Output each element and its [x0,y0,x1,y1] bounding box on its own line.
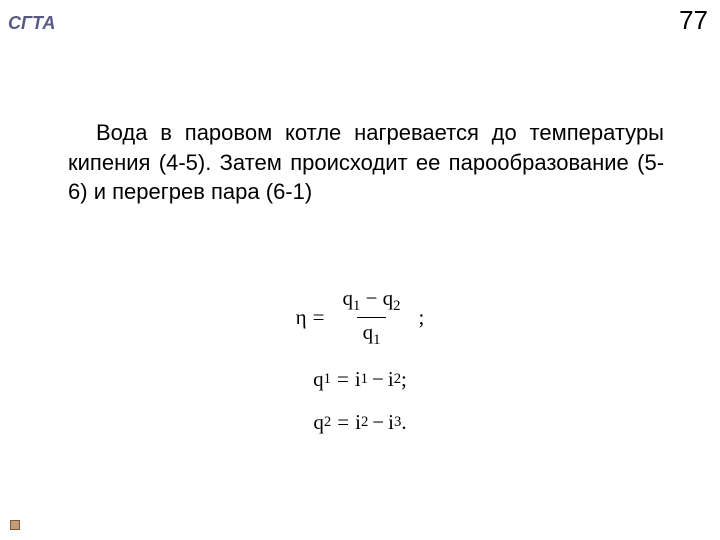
q1-tail: ; [401,367,407,392]
para-ref-45: 4-5 [166,150,198,175]
q2-minus: − [372,410,384,435]
header-left-label: СГТА [8,13,55,34]
q1-i2-sub: 2 [394,371,401,388]
q2-tail: . [401,410,406,435]
eta-fraction: q1 − q2 q1 [336,286,406,349]
formulas-block: η = q1 − q2 q1 ; q1 = i1 − i2; q2 = i2 −… [0,268,720,453]
q2-eq: = [337,410,349,435]
para-part-3: ). Затем происходит ее парообразование ( [198,150,645,175]
q1-minus: − [372,367,384,392]
formula-q1: q1 = i1 − i2; [0,367,720,392]
para-ref-61: 6-1 [273,179,305,204]
equals-sign: = [313,305,325,330]
num-q2-sub: 2 [393,298,400,314]
q1-eq: = [337,367,349,392]
formula-eta: η = q1 − q2 q1 ; [0,286,720,349]
q1-lhs-sub: 1 [324,371,331,388]
den-q1-var: q [363,320,374,344]
formula-q2: q2 = i2 − i3. [0,410,720,435]
para-part-5: ) и перегрев пара ( [80,179,273,204]
num-q2-var: q [383,286,394,310]
eta-symbol: η [296,305,307,330]
num-q1-sub: 1 [353,298,360,314]
para-part-7: ) [305,179,312,204]
page-number: 77 [679,5,708,36]
q1-i1-sub: 1 [361,371,368,388]
body-paragraph: Вода в паровом котле нагревается до темп… [68,118,664,207]
num-q1-var: q [342,286,353,310]
slide-header: СГТА 77 [8,5,708,36]
q1-lhs-var: q [313,367,324,392]
q2-lhs-sub: 2 [324,414,331,431]
corner-bullet-icon [10,520,20,530]
eta-tail: ; [419,305,425,330]
q2-i3-sub: 3 [394,414,401,431]
num-minus: − [366,286,378,310]
q2-lhs-var: q [313,410,324,435]
den-q1-sub: 1 [373,332,380,348]
q2-i2-sub: 2 [361,414,368,431]
